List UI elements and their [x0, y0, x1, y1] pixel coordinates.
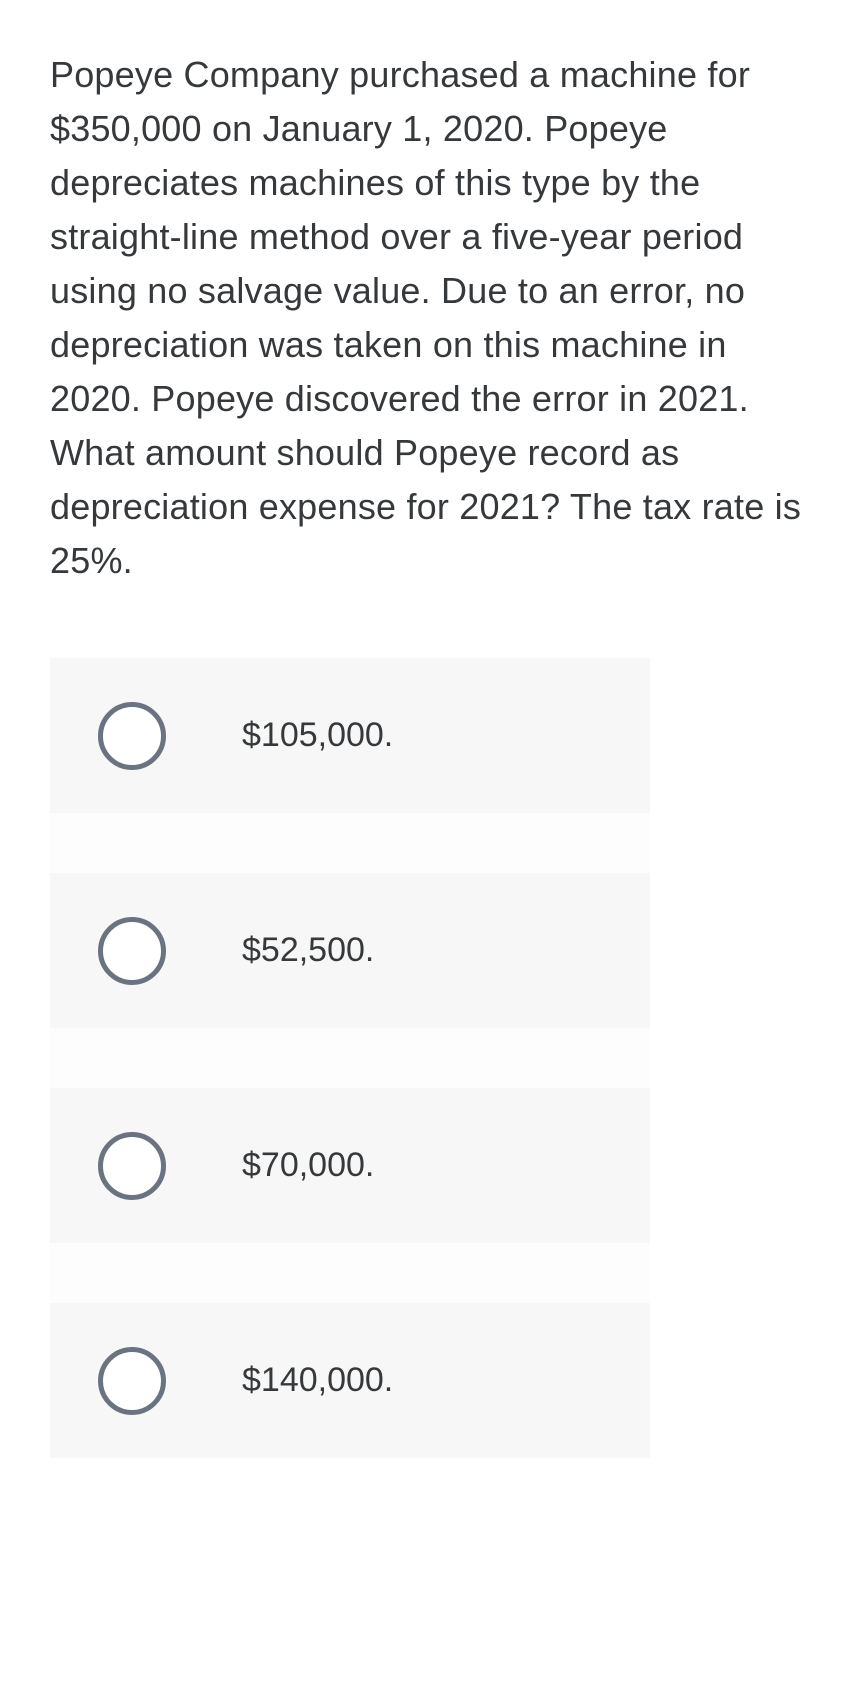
- option-gap: [50, 1028, 650, 1088]
- option-label: $105,000.: [242, 716, 393, 755]
- radio-icon[interactable]: [98, 702, 166, 770]
- option-label: $70,000.: [242, 1146, 374, 1185]
- option-row[interactable]: $140,000.: [50, 1303, 650, 1458]
- question-text: Popeye Company purchased a machine for $…: [50, 48, 804, 588]
- option-label: $52,500.: [242, 931, 374, 970]
- radio-icon[interactable]: [98, 1347, 166, 1415]
- radio-icon[interactable]: [98, 1132, 166, 1200]
- option-row[interactable]: $105,000.: [50, 658, 650, 813]
- option-gap: [50, 813, 650, 873]
- option-gap: [50, 1243, 650, 1303]
- option-row[interactable]: $52,500.: [50, 873, 650, 1028]
- option-label: $140,000.: [242, 1361, 393, 1400]
- option-row[interactable]: $70,000.: [50, 1088, 650, 1243]
- options-list: $105,000. $52,500. $70,000. $140,000.: [50, 658, 650, 1458]
- radio-icon[interactable]: [98, 917, 166, 985]
